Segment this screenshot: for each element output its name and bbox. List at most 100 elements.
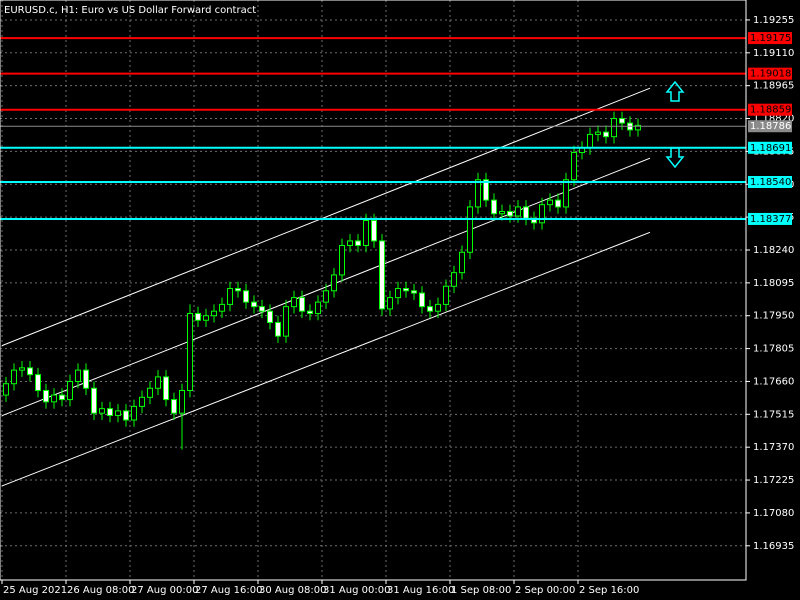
candle-body	[187, 312, 193, 392]
candle-body	[323, 290, 329, 303]
candle-body	[467, 206, 473, 253]
candle-body	[307, 310, 313, 314]
candle-body	[131, 405, 137, 421]
candle-body	[123, 410, 129, 421]
y-tick-label: 1.17805	[753, 344, 794, 355]
candle-body	[299, 297, 305, 312]
y-tick-label: 1.19255	[753, 15, 794, 26]
level-label: 1.19018	[750, 69, 791, 80]
candle-body	[155, 376, 161, 389]
candle-body	[459, 251, 465, 274]
y-tick-label: 1.17370	[753, 442, 794, 453]
candle-body	[363, 220, 369, 246]
candle-body	[515, 206, 521, 217]
y-tick-label: 1.17515	[753, 409, 794, 420]
candle-body	[387, 297, 393, 310]
y-tick-label: 1.18820	[753, 114, 794, 125]
candle-body	[3, 383, 9, 396]
candle-body	[235, 288, 241, 292]
x-tick-label: 26 Aug 08:00	[67, 585, 134, 596]
candle-body	[443, 285, 449, 305]
x-tick-label: 30 Aug 08:00	[259, 585, 326, 596]
candle-body	[291, 297, 297, 308]
candle-body	[547, 199, 553, 206]
candle-body	[475, 179, 481, 208]
candle-body	[339, 244, 345, 276]
labels: 1.192551.191101.189651.188201.186751.185…	[1, 15, 794, 596]
candle-body	[203, 315, 209, 321]
y-tick-label: 1.19110	[753, 48, 794, 59]
candle-body	[539, 204, 545, 224]
candle-body	[619, 118, 625, 124]
level-label: 1.18859	[750, 105, 791, 116]
up-arrow	[665, 80, 685, 102]
candle-body	[403, 288, 409, 292]
level-label: 1.18540	[750, 177, 791, 188]
y-tick-label: 1.17080	[753, 508, 794, 519]
channel-line	[1, 87, 651, 347]
x-tick-label: 2 Sep 00:00	[515, 585, 575, 596]
level-label-bg	[748, 32, 792, 45]
y-tick-label: 1.18965	[753, 81, 794, 92]
candle-body	[507, 210, 513, 217]
candle-body	[419, 292, 425, 308]
candle-body	[43, 390, 49, 403]
channel-line	[1, 231, 651, 487]
down-arrow	[665, 147, 685, 169]
x-tick-label: 2 Sep 16:00	[579, 585, 639, 596]
candle-body	[315, 301, 321, 314]
x-tick-label: 25 Aug 2021	[3, 585, 67, 596]
plot-frame	[0, 0, 747, 581]
candle-body	[35, 374, 41, 392]
candle-body	[163, 376, 169, 401]
candle-body	[227, 288, 233, 305]
level-label: 1.18377	[750, 214, 791, 225]
candle-body	[635, 124, 641, 131]
level-label: 1.19175	[750, 33, 791, 44]
candle-body	[483, 179, 489, 201]
candle-body	[11, 369, 17, 385]
y-tick-label: 1.16935	[753, 541, 794, 552]
candle-body	[371, 220, 377, 242]
candle-body	[603, 131, 609, 138]
candle-body	[75, 369, 81, 382]
x-tick-label: 31 Aug 16:00	[387, 585, 454, 596]
candle-body	[491, 199, 497, 215]
level-label-bg	[748, 67, 792, 80]
candle-body	[451, 272, 457, 287]
y-tick-label: 1.17660	[753, 376, 794, 387]
y-tick-label: 1.17225	[753, 475, 794, 486]
candle-body	[107, 408, 113, 416]
candle-body	[219, 303, 225, 312]
candle-body	[275, 322, 281, 337]
candle-body	[27, 367, 33, 376]
x-tick-label: 27 Aug 00:00	[131, 585, 198, 596]
candle-body	[243, 290, 249, 303]
candle-body	[379, 240, 385, 310]
level-label: 1.18691	[750, 143, 791, 154]
candle-body	[427, 306, 433, 312]
candle-body	[195, 312, 201, 321]
candle-body	[139, 396, 145, 407]
candle-body	[171, 399, 177, 414]
x-tick-label: 27 Aug 16:00	[195, 585, 262, 596]
current-price-bg	[748, 120, 792, 133]
level-label-bg	[748, 212, 792, 225]
candle-body	[523, 206, 529, 219]
candle-body	[435, 303, 441, 312]
candle-body	[499, 210, 505, 215]
y-tick-label: 1.18240	[753, 245, 794, 256]
chart-title: EURUSD.c, H1: Euro vs US Dollar Forward …	[4, 5, 256, 16]
candle-body	[251, 301, 257, 308]
current-price-label: 1.18786	[750, 121, 791, 132]
candle-body	[211, 310, 217, 317]
candle-body	[331, 274, 337, 292]
level-label-bg	[748, 176, 792, 189]
candle-body	[91, 387, 97, 414]
candle-body	[19, 367, 25, 371]
candle-body	[147, 387, 153, 398]
y-tick-label: 1.17950	[753, 311, 794, 322]
candle-body	[67, 380, 73, 401]
candle-body	[587, 133, 593, 149]
